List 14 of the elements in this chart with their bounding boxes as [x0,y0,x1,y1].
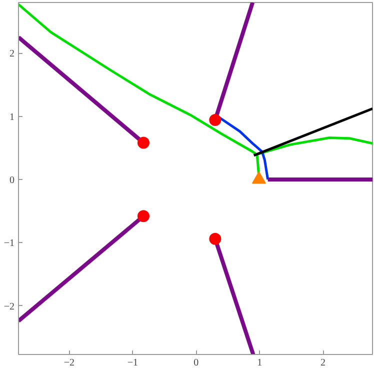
y-tick-label: −2 [4,301,14,312]
y-tick-label: 1 [10,112,14,123]
y-tick-label: 2 [10,48,14,60]
point [209,114,222,126]
point [137,136,150,149]
x-tick-label: −1 [127,358,138,368]
y-tick-label: −1 [4,238,14,250]
y-tick-label: 0 [10,174,14,186]
x-tick-label: 0 [194,358,199,368]
x-tick-label: −2 [64,358,75,368]
x-tick-label: 1 [257,358,262,368]
point [137,210,150,222]
point [209,232,222,245]
x-tick-label: 2 [320,358,326,368]
